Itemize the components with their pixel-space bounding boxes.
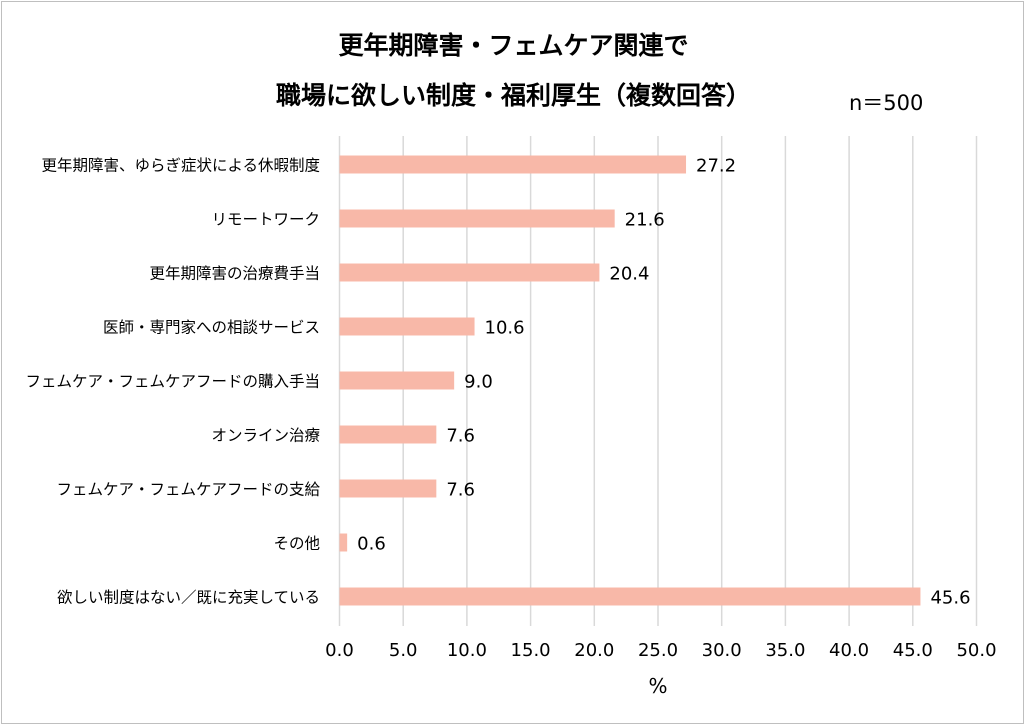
- x-tick-label-8: 40.0: [829, 640, 869, 661]
- bar-3: [339, 317, 475, 336]
- x-tick-label-6: 30.0: [702, 640, 742, 661]
- x-tick-label-3: 15.0: [511, 640, 551, 661]
- x-tick-label-2: 10.0: [447, 640, 487, 661]
- x-tick-label-7: 35.0: [765, 640, 805, 661]
- category-label-1: リモートワーク: [211, 211, 320, 229]
- sample-size-label: n＝500: [849, 91, 924, 115]
- category-label-5: オンライン治療: [211, 427, 320, 445]
- bar-0: [339, 155, 687, 174]
- x-axis-label: %: [648, 674, 667, 698]
- value-label-1: 21.6: [625, 210, 665, 231]
- category-labels: 更年期障害、ゆらぎ症状による休暇制度リモートワーク更年期障害の治療費手当医師・専…: [25, 157, 320, 607]
- value-label-8: 45.6: [930, 588, 970, 609]
- bar-5: [339, 425, 437, 444]
- category-label-8: 欲しい制度はない／既に充実している: [57, 589, 320, 607]
- value-label-3: 10.6: [485, 318, 525, 339]
- value-label-0: 27.2: [696, 156, 736, 177]
- x-tick-label-1: 5.0: [389, 640, 418, 661]
- bar-2: [339, 263, 600, 282]
- category-label-2: 更年期障害の治療費手当: [149, 265, 320, 283]
- category-label-6: フェムケア・フェムケアフードの支給: [56, 481, 320, 499]
- category-label-0: 更年期障害、ゆらぎ症状による休暇制度: [41, 157, 320, 175]
- bar-4: [339, 371, 455, 390]
- value-label-5: 7.6: [446, 426, 475, 447]
- x-tick-label-5: 25.0: [638, 640, 678, 661]
- x-tick-label-9: 45.0: [893, 640, 933, 661]
- category-label-7: その他: [273, 535, 320, 553]
- bars: [339, 155, 921, 606]
- value-label-7: 0.6: [357, 534, 386, 555]
- chart-title-line-1: 更年期障害・フェムケア関連で: [338, 31, 689, 60]
- value-labels: 27.2 21.6 20.4 10.6 9.0 7.6 7.6 0.6 45.6: [357, 156, 970, 609]
- x-tick-label-10: 50.0: [956, 640, 996, 661]
- bar-8: [339, 587, 921, 606]
- value-label-4: 9.0: [464, 372, 493, 393]
- x-tick-label-0: 0.0: [325, 640, 354, 661]
- x-tick-label-4: 20.0: [574, 640, 614, 661]
- value-label-2: 20.4: [609, 264, 649, 285]
- bar-7: [339, 533, 348, 552]
- bar-6: [339, 479, 437, 498]
- chart-title-line-2: 職場に欲しい制度・福利厚生（複数回答）: [275, 81, 751, 110]
- value-label-6: 7.6: [446, 480, 475, 501]
- category-label-4: フェムケア・フェムケアフードの購入手当: [25, 373, 320, 391]
- x-tick-labels: 0.0 5.0 10.0 15.0 20.0 25.0 30.0 35.0 40.0 45.0 50…: [325, 640, 996, 661]
- bar-1: [339, 209, 615, 228]
- category-label-3: 医師・専門家への相談サービス: [103, 319, 320, 337]
